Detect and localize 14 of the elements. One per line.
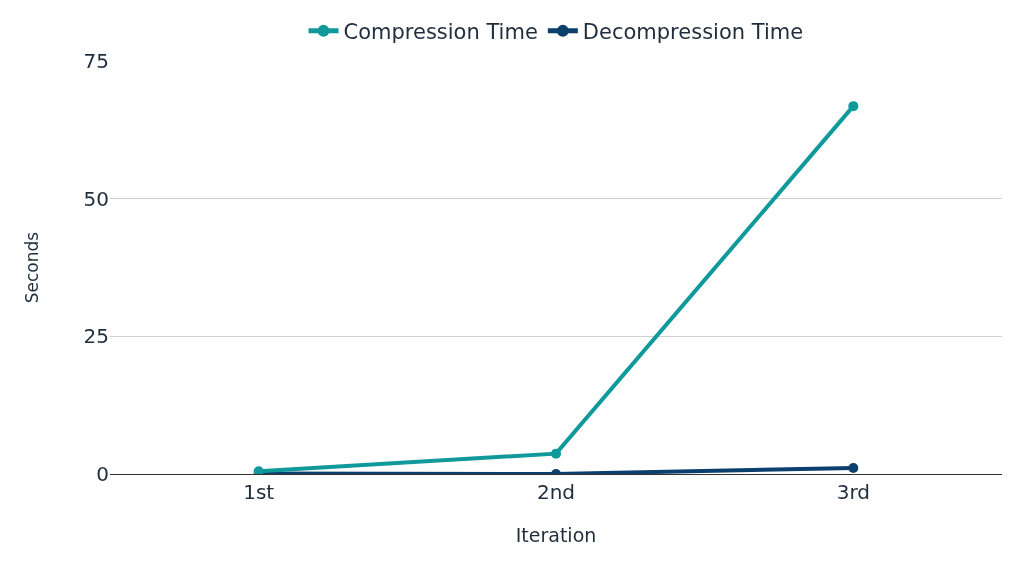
x-tick-label: 1st xyxy=(243,480,275,504)
x-axis-title: Iteration xyxy=(515,523,597,546)
y-tick-label: 0 xyxy=(96,462,109,486)
x-tick-label: 2nd xyxy=(536,480,576,504)
y-tick-label: 50 xyxy=(83,186,109,211)
y-tick-label: 25 xyxy=(83,324,109,349)
point xyxy=(551,448,561,459)
legend-label: Compression Time xyxy=(343,20,538,45)
y-axis-title: Seconds xyxy=(22,231,43,304)
point xyxy=(848,101,859,112)
y-tick-label: 75 xyxy=(83,49,109,73)
legend-label: Decompression Time xyxy=(582,20,804,45)
point xyxy=(848,462,859,473)
x-tick-label: 3rd xyxy=(836,480,870,504)
